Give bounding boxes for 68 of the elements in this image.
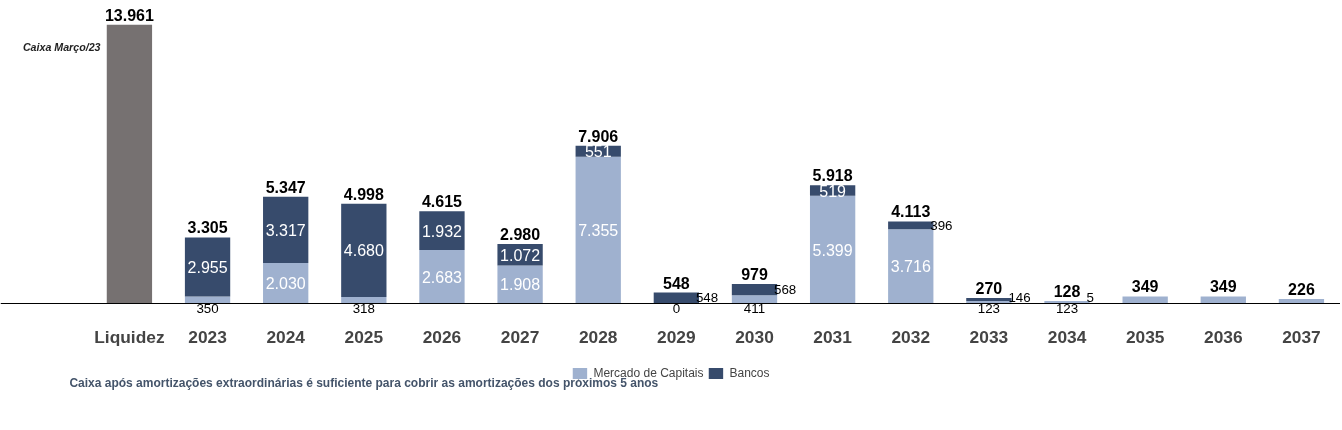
data-label: 7.355 (578, 222, 619, 240)
data-label: 411 (743, 301, 766, 317)
data-label: 1.072 (500, 246, 541, 264)
x-tick-label: 2030 (735, 327, 774, 348)
data-label: 2.955 (187, 258, 228, 276)
x-tick-label: 2031 (813, 327, 853, 348)
x-tick-label: 2033 (969, 327, 1009, 348)
total-label: 349 (1209, 278, 1237, 296)
data-label: 123 (1055, 301, 1079, 317)
total-label: 128 (1053, 282, 1081, 300)
bar (184, 296, 231, 304)
x-tick-label: 2034 (1047, 327, 1087, 348)
data-label: 5.399 (812, 241, 853, 259)
total-label: 270 (975, 280, 1003, 298)
x-tick-label: 2027 (500, 327, 540, 348)
data-label: 2.030 (265, 275, 306, 293)
x-tick-label: 2026 (422, 327, 462, 348)
x-tick-label: Liquidez (94, 327, 165, 348)
total-label: 226 (1288, 280, 1315, 298)
bar (263, 196, 309, 263)
total-label: 4.113 (891, 203, 931, 221)
data-label: 3.716 (890, 258, 931, 276)
legend-label: Mercado de Capitais (593, 366, 704, 380)
bar (888, 229, 934, 304)
x-tick-label: 2024 (266, 327, 306, 348)
annotation: Caixa Março/23 (22, 41, 101, 54)
total-label: 3.305 (187, 219, 228, 237)
data-label: 4.680 (343, 242, 384, 260)
x-tick-label: 2023 (188, 327, 228, 348)
data-label: 0 (672, 301, 681, 317)
total-label: 4.615 (421, 193, 463, 211)
data-label: 318 (352, 301, 375, 317)
data-label: 1.908 (500, 276, 541, 294)
bar (341, 297, 387, 304)
bar (731, 295, 778, 304)
data-label: 1.932 (421, 222, 463, 240)
x-tick-label: 2028 (578, 327, 618, 348)
total-label: 979 (741, 265, 768, 283)
data-label: 350 (196, 301, 219, 317)
x-tick-label: 2032 (891, 327, 931, 348)
data-label: 519 (819, 182, 847, 200)
bar (106, 24, 153, 304)
legend-label: Bancos (729, 366, 770, 380)
total-label: 2.980 (500, 225, 541, 243)
total-label: 13.961 (104, 6, 154, 24)
data-label: 5 (1086, 289, 1094, 305)
x-tick-label: 2025 (344, 327, 384, 348)
total-label: 5.918 (812, 167, 853, 185)
x-tick-label: 2035 (1125, 327, 1165, 348)
data-label: 551 (584, 143, 612, 161)
bar (341, 203, 387, 298)
x-tick-label: 2036 (1204, 327, 1243, 348)
total-label: 349 (1131, 278, 1159, 296)
data-label: 2.683 (421, 268, 463, 286)
bar (1122, 296, 1168, 304)
x-tick-label: 2029 (657, 327, 696, 348)
data-label: 146 (1008, 289, 1031, 305)
total-label: 7.906 (578, 127, 619, 145)
bar (184, 237, 231, 297)
bar (809, 195, 856, 304)
total-label: 4.998 (343, 185, 384, 203)
data-label: 548 (663, 274, 690, 292)
bar (1200, 296, 1246, 304)
x-tick-label: 2037 (1282, 327, 1321, 348)
total-label: 5.347 (265, 178, 306, 196)
data-label: 3.317 (265, 221, 306, 239)
bar (575, 156, 621, 304)
data-label: 123 (977, 301, 1001, 317)
